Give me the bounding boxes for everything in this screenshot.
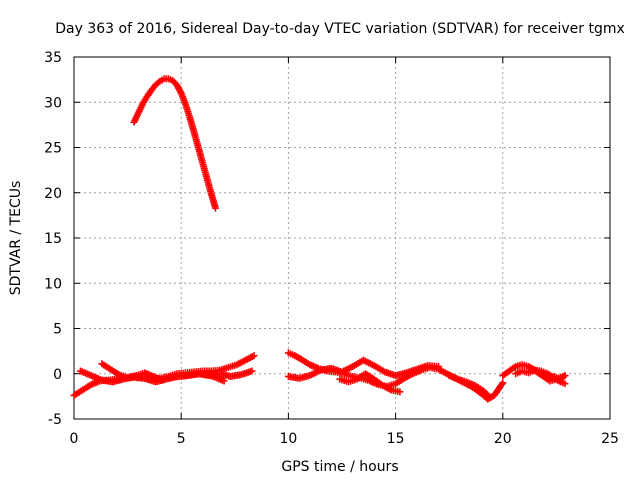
axis-ticks bbox=[73, 56, 611, 420]
data-point-marker bbox=[561, 380, 569, 388]
series-arc-e bbox=[284, 356, 442, 382]
data-point-marker bbox=[485, 392, 493, 400]
x-tick-label: 20 bbox=[494, 431, 512, 447]
x-tick-label: 25 bbox=[601, 431, 619, 447]
y-tick-label: -5 bbox=[48, 412, 62, 428]
data-point-marker bbox=[396, 388, 404, 396]
series-arc-g bbox=[445, 372, 494, 401]
data-point-marker bbox=[559, 372, 567, 380]
y-axis-label: SDTVAR / TECUs bbox=[8, 181, 24, 296]
x-tick-label: 10 bbox=[279, 431, 297, 447]
y-tick-label: 30 bbox=[44, 95, 62, 111]
series-arc-j bbox=[527, 364, 567, 385]
y-tick-label: 10 bbox=[44, 276, 62, 292]
data-point-marker bbox=[499, 379, 507, 387]
y-tick-label: 20 bbox=[44, 186, 62, 202]
data-point-marker bbox=[248, 367, 256, 375]
data-point-marker bbox=[154, 79, 162, 87]
series-arc-f bbox=[336, 370, 404, 396]
y-tick-label: 5 bbox=[53, 322, 62, 338]
data-point-marker bbox=[220, 377, 228, 385]
chart-title: Day 363 of 2016, Sidereal Day-to-day VTE… bbox=[55, 21, 625, 37]
tick-labels: 0 5 10 15 20 25 -5 0 5 10 15 20 25 30 35 bbox=[44, 50, 619, 447]
data-point-marker bbox=[486, 393, 494, 401]
data-point-marker bbox=[250, 352, 258, 360]
x-axis-label: GPS time / hours bbox=[281, 459, 398, 475]
series-high-arc bbox=[130, 75, 220, 212]
data-point-marker bbox=[212, 204, 220, 212]
x-tick-label: 15 bbox=[387, 431, 405, 447]
data-points bbox=[70, 75, 569, 403]
y-tick-label: 35 bbox=[44, 50, 62, 66]
y-tick-label: 0 bbox=[53, 367, 62, 383]
data-point-marker bbox=[434, 363, 442, 371]
x-tick-label: 5 bbox=[177, 431, 186, 447]
y-tick-label: 15 bbox=[44, 231, 62, 247]
series-arc-c bbox=[98, 360, 228, 385]
x-tick-label: 0 bbox=[70, 431, 79, 447]
y-tick-label: 25 bbox=[44, 141, 62, 157]
